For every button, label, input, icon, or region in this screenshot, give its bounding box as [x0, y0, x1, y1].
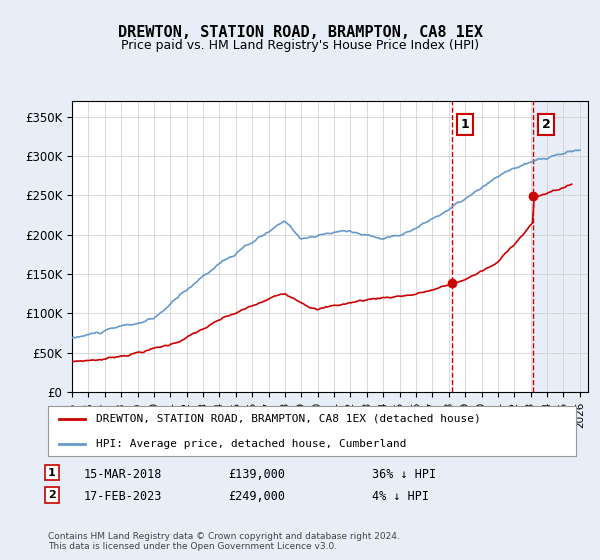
Text: 1: 1: [48, 468, 56, 478]
Text: 36% ↓ HPI: 36% ↓ HPI: [372, 468, 436, 480]
Text: 15-MAR-2018: 15-MAR-2018: [84, 468, 163, 480]
Text: HPI: Average price, detached house, Cumberland: HPI: Average price, detached house, Cumb…: [95, 439, 406, 449]
Text: £249,000: £249,000: [228, 490, 285, 503]
Text: DREWTON, STATION ROAD, BRAMPTON, CA8 1EX (detached house): DREWTON, STATION ROAD, BRAMPTON, CA8 1EX…: [95, 414, 480, 423]
Text: £139,000: £139,000: [228, 468, 285, 480]
Text: 2: 2: [48, 490, 56, 500]
Text: 1: 1: [461, 118, 470, 131]
Text: DREWTON, STATION ROAD, BRAMPTON, CA8 1EX: DREWTON, STATION ROAD, BRAMPTON, CA8 1EX: [118, 25, 482, 40]
Text: Price paid vs. HM Land Registry's House Price Index (HPI): Price paid vs. HM Land Registry's House …: [121, 39, 479, 52]
Text: Contains HM Land Registry data © Crown copyright and database right 2024.
This d: Contains HM Land Registry data © Crown c…: [48, 532, 400, 552]
Bar: [533, 101, 588, 392]
Text: 17-FEB-2023: 17-FEB-2023: [84, 490, 163, 503]
Text: 4% ↓ HPI: 4% ↓ HPI: [372, 490, 429, 503]
Text: 2: 2: [542, 118, 550, 131]
